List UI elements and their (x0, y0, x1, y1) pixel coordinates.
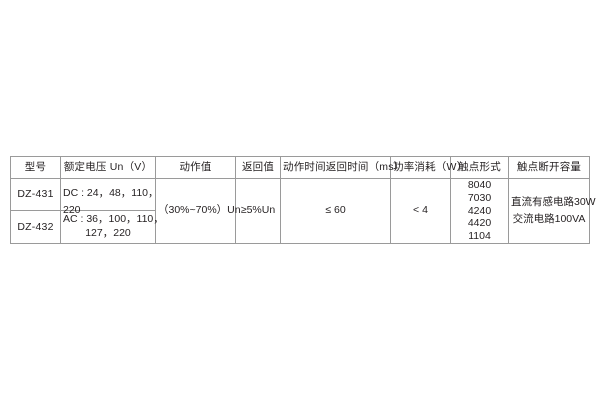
contact-form-item: 1104 (468, 230, 491, 243)
cell-action-return-time: ≤ 60 (280, 178, 391, 244)
cell-model-dz432: DZ-432 (10, 210, 61, 244)
header-cell-action-return-time: 动作时间返回时间（ms） (280, 156, 404, 179)
voltage-ac-line1: AC : 36，100，110， (63, 213, 164, 226)
cell-voltage-dc: DC : 24，48，110， 220 (60, 177, 159, 216)
table-row: DZ-431 DC : 24，48，110， 220 （30%~70%）Un ≥… (10, 177, 596, 244)
header-cell-action-value: 动作值 (155, 156, 236, 179)
voltage-ac-text: AC : 36，100，110， 127，220 (63, 213, 164, 240)
cell-return-value: ≥5%Un (235, 178, 281, 244)
contact-form-item: 4240 (467, 204, 492, 217)
header-cell-rated-voltage: 额定电压 Un（V） (60, 156, 156, 179)
header-cell-power-consumption: 功率消耗（W） (390, 156, 467, 179)
breaking-capacity-item: 直流有感电路30W (511, 195, 596, 208)
contact-form-list: 8040 7030 4240 4420 1104 (453, 179, 506, 243)
cell-breaking-capacity: 直流有感电路30W 交流电路100VA (508, 178, 596, 244)
specification-table-container: 型号 额定电压 Un（V） 动作值 返回值 动作时间返回时间（ms） 功率消耗（… (10, 156, 596, 244)
voltage-dc-text: DC : 24，48，110， 220 (63, 187, 159, 216)
breaking-capacity-list: 直流有感电路30W 交流电路100VA (511, 194, 596, 229)
table-body: DZ-431 DC : 24，48，110， 220 （30%~70%）Un ≥… (10, 177, 596, 244)
header-cell-model: 型号 (10, 156, 61, 179)
voltage-dc-line1: DC : 24，48，110， (63, 187, 159, 200)
specification-table: 型号 额定电压 Un（V） 动作值 返回值 动作时间返回时间（ms） 功率消耗（… (10, 156, 596, 244)
voltage-ac-line2: 127，220 (85, 226, 131, 239)
table-header: 型号 额定电压 Un（V） 动作值 返回值 动作时间返回时间（ms） 功率消耗（… (10, 156, 590, 179)
cell-contact-form: 8040 7030 4240 4420 1104 (450, 178, 509, 244)
contact-form-item: 4420 (467, 217, 492, 230)
cell-voltage-ac: AC : 36，100，110， 127，220 (60, 210, 164, 244)
header-cell-breaking-capacity: 触点断开容量 (508, 156, 590, 179)
cell-power-consumption: < 4 (390, 178, 451, 244)
voltage-dc-line2: 220 (63, 204, 81, 217)
breaking-capacity-item: 交流电路100VA (512, 212, 586, 225)
cell-action-value: （30%~70%）Un (155, 178, 241, 244)
table-row: DZ-432 AC : 36，100，110， 127，220 (10, 210, 590, 244)
cell-model-dz431: DZ-431 (10, 177, 61, 212)
header-cell-return-value: 返回值 (235, 156, 281, 179)
header-row: 型号 额定电压 Un（V） 动作值 返回值 动作时间返回时间（ms） 功率消耗（… (10, 156, 590, 179)
header-cell-contact-form: 触点形式 (450, 156, 509, 179)
contact-form-item: 7030 (467, 191, 492, 204)
contact-form-item: 8040 (467, 179, 492, 191)
